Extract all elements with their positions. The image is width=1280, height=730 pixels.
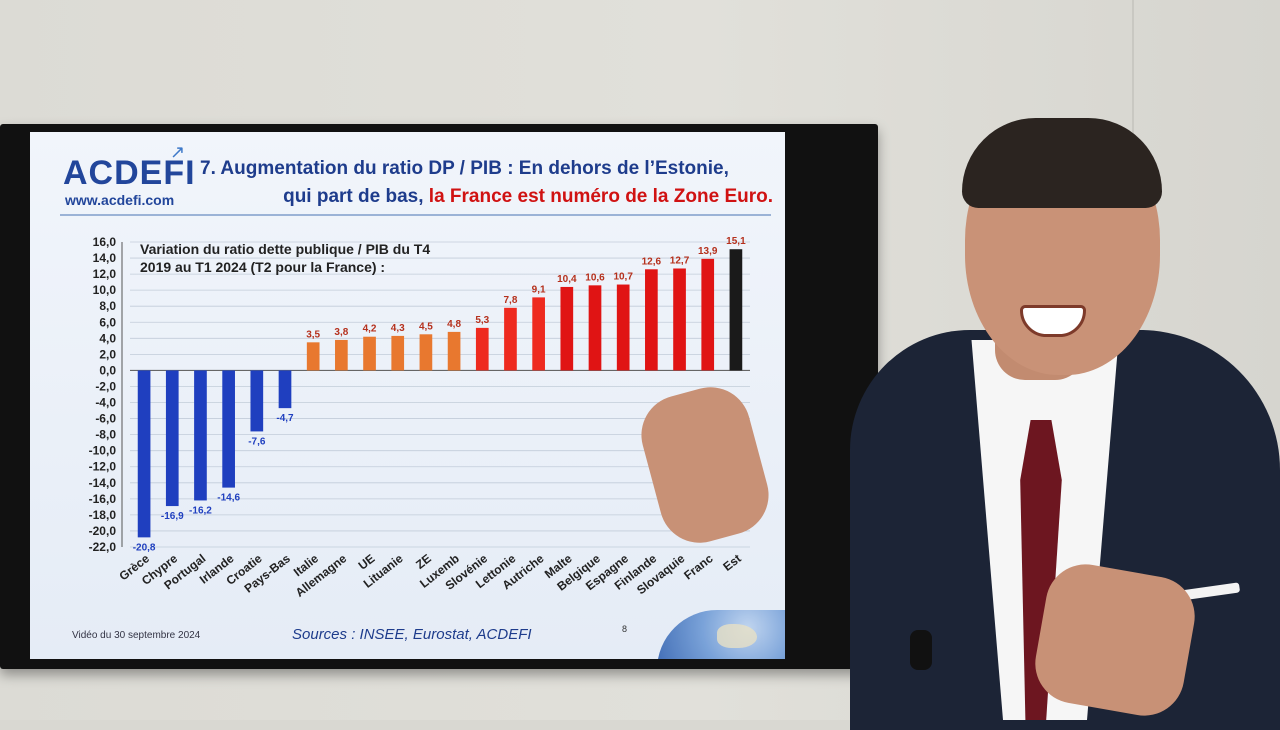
presenter-right-hand <box>1028 558 1202 722</box>
y-tick-label: -12,0 <box>89 460 117 474</box>
slide: ↗ ACDEFI www.acdefi.com 7. Augmentation … <box>30 132 785 659</box>
y-tick-label: -20,0 <box>89 524 117 538</box>
presenter-left-hand <box>632 378 778 552</box>
bar-luxemb <box>447 331 461 371</box>
value-label: 4,2 <box>363 324 377 335</box>
y-tick-label: 8,0 <box>99 299 116 313</box>
footer-sources: Sources : INSEE, Eurostat, ACDEFI <box>292 626 532 643</box>
y-tick-label: -8,0 <box>95 428 116 442</box>
y-tick-label: 4,0 <box>99 331 116 345</box>
bar-autriche <box>532 297 545 371</box>
presenter <box>632 110 1280 730</box>
y-tick-label: -14,0 <box>89 476 117 490</box>
value-label: 4,8 <box>447 319 461 330</box>
value-label: -4,7 <box>276 413 294 424</box>
slide-title-line1: 7. Augmentation du ratio DP / PIB : En d… <box>200 158 729 179</box>
value-label: 15,1 <box>726 236 746 247</box>
y-tick-label: 6,0 <box>99 315 116 329</box>
y-tick-label: -22,0 <box>89 540 117 554</box>
value-label: 3,8 <box>334 327 348 338</box>
bar-espagne <box>616 284 630 371</box>
y-tick-label: 0,0 <box>99 363 116 377</box>
bar-gr-ce <box>137 370 151 538</box>
value-label: 12,7 <box>670 255 690 266</box>
lapel-microphone <box>910 630 932 670</box>
bar-finlande <box>645 269 658 371</box>
y-tick-label: 2,0 <box>99 347 116 361</box>
bar-allemagne <box>335 339 348 371</box>
y-tick-label: -16,0 <box>89 492 117 506</box>
bar-slov-nie <box>475 327 489 371</box>
chart-bars <box>137 249 743 538</box>
value-label: 9,1 <box>532 284 546 295</box>
y-tick-label: 14,0 <box>93 251 117 265</box>
presenter-hair <box>962 118 1162 208</box>
value-label: 10,6 <box>585 272 605 283</box>
chart-title-line1: Variation du ratio dette publique / PIB … <box>140 241 430 257</box>
value-label: 10,7 <box>613 272 633 283</box>
y-tick-label: -18,0 <box>89 508 117 522</box>
bar-chypre <box>165 370 179 507</box>
title-plain-text: qui part de bas, <box>283 186 424 207</box>
value-label: -20,8 <box>133 542 156 553</box>
value-label: -16,9 <box>161 511 184 522</box>
chart-title-line2: 2019 au T1 2024 (T2 pour la France) : <box>140 259 385 275</box>
bar-irlande <box>222 370 235 488</box>
bar-france <box>701 258 715 371</box>
value-label: 5,3 <box>475 315 489 326</box>
bar-belgique <box>588 285 602 371</box>
y-tick-label: -2,0 <box>95 379 116 393</box>
title-highlight-text: la France est numéro de la Zone Euro. <box>428 186 773 207</box>
bar-croatie <box>250 370 264 432</box>
value-label: 10,4 <box>557 274 577 285</box>
bar-ze <box>419 334 433 371</box>
value-label: 12,6 <box>642 256 662 267</box>
bar-pays-bas <box>278 370 292 409</box>
y-tick-label: 10,0 <box>93 283 117 297</box>
globe-image <box>657 610 785 659</box>
logo: ACDEFI <box>63 154 196 192</box>
bar-ue <box>363 336 376 371</box>
title-separator <box>60 214 771 216</box>
bar-portugal <box>194 370 207 501</box>
value-label: -14,6 <box>217 493 240 504</box>
value-label: 4,3 <box>391 323 405 334</box>
bar-malte <box>560 286 574 371</box>
bar-italie <box>306 342 320 371</box>
value-label: 3,5 <box>306 329 320 340</box>
bar-lettonie <box>504 307 517 371</box>
y-tick-label: 12,0 <box>93 267 117 281</box>
logo-url: www.acdefi.com <box>65 192 175 208</box>
bar-slovaquie <box>673 268 686 371</box>
page-number: 8 <box>622 624 628 634</box>
footer-date: Vidéo du 30 septembre 2024 <box>72 630 201 641</box>
y-tick-label: -6,0 <box>95 412 116 426</box>
value-label: 4,5 <box>419 321 433 332</box>
y-tick-label: -10,0 <box>89 444 117 458</box>
bar-lituanie <box>391 335 405 371</box>
value-labels: -20,8 -16,9 -16,2 -14,6 -7,6 -4,7 3,5 3,8 4,2 4,3… <box>133 236 746 553</box>
value-label: 7,8 <box>504 295 518 306</box>
y-axis: 16,0 14,0 12,0 10,0 8,0 6,0 4,0 2,0 0,0 -2,0 -4,0 -… <box>89 235 123 554</box>
y-tick-label: 16,0 <box>93 235 117 249</box>
value-label: 13,9 <box>698 246 718 257</box>
presenter-mouth <box>1020 305 1086 337</box>
logo-arrow-icon: ↗ <box>170 142 186 162</box>
bar-estonie <box>729 249 743 371</box>
bar-chart: 16,0 14,0 12,0 10,0 8,0 6,0 4,0 2,0 0,0 -2,0 -4,0 -… <box>89 235 750 600</box>
value-label: -16,2 <box>189 505 212 516</box>
y-tick-label: -4,0 <box>95 396 116 410</box>
value-label: -7,6 <box>248 436 266 447</box>
slide-title-line2: qui part de bas, la France est numéro de… <box>283 186 773 208</box>
